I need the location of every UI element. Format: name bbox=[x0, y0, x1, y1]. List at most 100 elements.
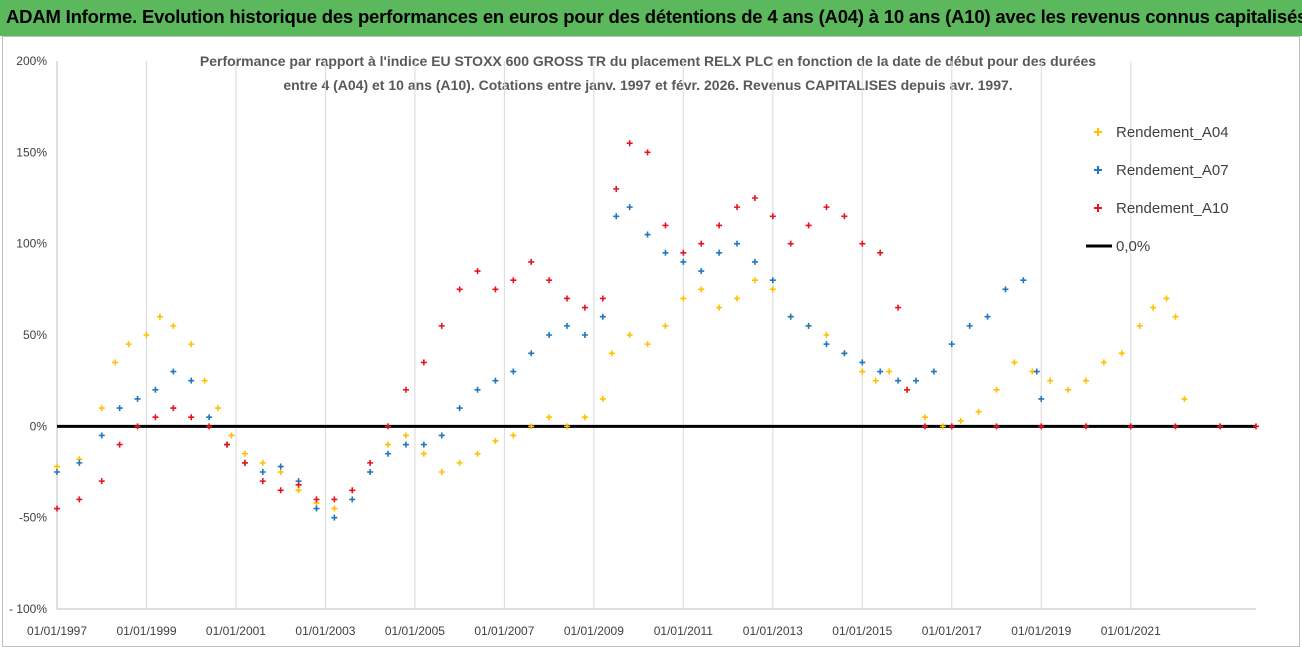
data-point bbox=[644, 149, 651, 156]
data-point bbox=[921, 414, 928, 421]
data-point bbox=[1127, 423, 1134, 430]
data-point bbox=[993, 386, 1000, 393]
data-point bbox=[886, 368, 893, 375]
data-point bbox=[402, 441, 409, 448]
data-point bbox=[76, 459, 83, 466]
data-point bbox=[921, 423, 928, 430]
data-point bbox=[170, 322, 177, 329]
data-point bbox=[948, 423, 955, 430]
legend-label: Rendement_A04 bbox=[1116, 124, 1229, 141]
data-point bbox=[805, 322, 812, 329]
data-point bbox=[769, 277, 776, 284]
data-point bbox=[613, 213, 620, 220]
data-point bbox=[134, 395, 141, 402]
report-banner: ADAM Informe. Evolution historique des p… bbox=[0, 0, 1302, 36]
data-point bbox=[201, 377, 208, 384]
data-point bbox=[98, 478, 105, 485]
x-tick-label: 01/01/2017 bbox=[922, 624, 982, 638]
data-point bbox=[751, 195, 758, 201]
data-point bbox=[680, 295, 687, 302]
data-point bbox=[456, 405, 463, 412]
data-point bbox=[1082, 377, 1089, 384]
data-point bbox=[904, 386, 911, 393]
data-point bbox=[564, 322, 571, 329]
data-point bbox=[385, 450, 392, 457]
data-point bbox=[1118, 350, 1125, 357]
data-point bbox=[716, 304, 723, 311]
data-point bbox=[957, 417, 964, 424]
data-point bbox=[456, 459, 463, 466]
data-point bbox=[1100, 359, 1107, 366]
data-point bbox=[626, 332, 633, 338]
data-point bbox=[420, 359, 427, 366]
data-point bbox=[367, 469, 374, 475]
data-point bbox=[259, 459, 266, 466]
legend-marker bbox=[1094, 204, 1102, 212]
data-point bbox=[599, 395, 606, 402]
x-axis: 01/01/1997 01/01/1999 01/01/2001 01/01/2003… bbox=[27, 624, 1161, 638]
data-point bbox=[1172, 423, 1179, 430]
data-point bbox=[734, 295, 741, 302]
data-point bbox=[385, 441, 392, 448]
data-point bbox=[331, 514, 338, 521]
data-point bbox=[769, 286, 776, 293]
data-point bbox=[698, 268, 705, 275]
report-title: ADAM Informe. Evolution historique des p… bbox=[6, 6, 1302, 27]
data-point bbox=[680, 249, 687, 256]
x-tick-label: 01/01/2013 bbox=[743, 624, 803, 638]
data-point bbox=[930, 368, 937, 375]
data-point bbox=[1038, 395, 1045, 402]
data-point bbox=[510, 277, 517, 284]
legend-marker bbox=[1094, 128, 1102, 136]
x-tick-label: 01/01/2019 bbox=[1011, 624, 1071, 638]
data-point bbox=[1253, 423, 1259, 430]
data-point bbox=[98, 432, 105, 439]
data-point bbox=[1172, 313, 1179, 320]
data-point bbox=[993, 423, 1000, 430]
data-point bbox=[367, 459, 374, 466]
x-tick-label: 01/01/2021 bbox=[1101, 624, 1161, 638]
data-point bbox=[134, 423, 141, 430]
data-point bbox=[644, 231, 651, 238]
data-point bbox=[349, 487, 356, 494]
data-point bbox=[823, 204, 830, 211]
data-point bbox=[492, 377, 499, 384]
data-point bbox=[528, 258, 535, 265]
series-rendement-a04 bbox=[54, 277, 1188, 512]
data-point bbox=[474, 268, 481, 275]
data-point bbox=[277, 463, 284, 470]
data-point bbox=[438, 432, 445, 439]
data-point bbox=[1163, 295, 1170, 302]
x-tick-label: 01/01/2007 bbox=[474, 624, 534, 638]
data-point bbox=[402, 386, 409, 393]
data-point bbox=[581, 414, 588, 421]
data-point bbox=[116, 441, 123, 448]
data-point bbox=[438, 469, 445, 475]
data-point bbox=[295, 487, 302, 494]
data-point bbox=[188, 414, 195, 421]
data-point bbox=[644, 341, 651, 348]
data-point bbox=[54, 463, 60, 470]
data-point bbox=[877, 368, 884, 375]
legend-label: Rendement_A10 bbox=[1116, 200, 1229, 217]
legend-label: 0,0% bbox=[1116, 238, 1150, 255]
data-point bbox=[188, 341, 195, 348]
data-point bbox=[599, 295, 606, 302]
x-tick-label: 01/01/2015 bbox=[832, 624, 892, 638]
data-point bbox=[966, 322, 973, 329]
data-point bbox=[841, 350, 848, 357]
data-point bbox=[662, 249, 669, 256]
data-point bbox=[98, 405, 105, 412]
x-tick-label: 01/01/1997 bbox=[27, 624, 87, 638]
data-point bbox=[259, 469, 266, 475]
data-point bbox=[188, 377, 195, 384]
y-tick-label: -50% bbox=[19, 511, 47, 525]
y-tick-label: 0% bbox=[30, 419, 48, 433]
y-tick-label: - 100% bbox=[9, 602, 47, 616]
y-tick-label: 100% bbox=[16, 237, 47, 251]
data-point bbox=[295, 481, 302, 488]
data-point bbox=[241, 450, 248, 457]
data-point bbox=[420, 441, 427, 448]
chart-title-line-2: entre 4 (A04) et 10 ans (A10). Cotations… bbox=[283, 77, 1012, 93]
